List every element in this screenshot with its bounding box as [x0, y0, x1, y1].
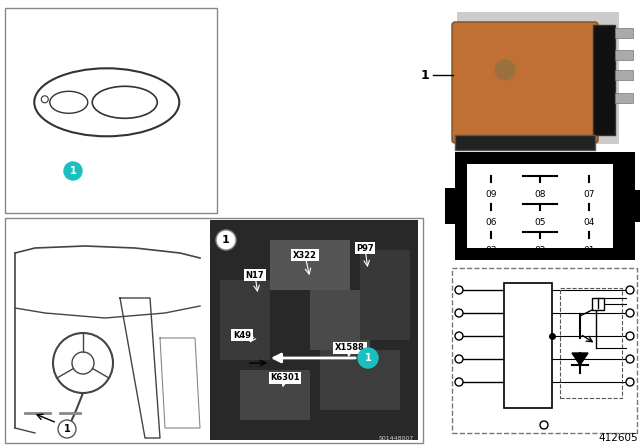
Bar — [310, 290, 370, 350]
Text: 08: 08 — [534, 190, 546, 199]
Ellipse shape — [50, 91, 88, 113]
Bar — [615, 70, 633, 80]
Bar — [593, 25, 615, 135]
FancyBboxPatch shape — [457, 12, 619, 144]
Circle shape — [58, 420, 76, 438]
Text: 04: 04 — [583, 218, 595, 227]
Circle shape — [455, 332, 463, 340]
Bar — [360, 250, 410, 340]
Text: S01448007: S01448007 — [379, 436, 414, 441]
Bar — [320, 350, 400, 410]
Bar — [452, 268, 637, 433]
Text: 1: 1 — [420, 69, 429, 82]
Bar — [270, 240, 350, 290]
Text: X322: X322 — [293, 250, 317, 259]
Circle shape — [72, 352, 94, 374]
Polygon shape — [572, 353, 588, 365]
Circle shape — [626, 286, 634, 294]
FancyBboxPatch shape — [452, 22, 598, 143]
Circle shape — [455, 309, 463, 317]
Text: 1: 1 — [63, 424, 70, 434]
Circle shape — [216, 230, 236, 250]
Ellipse shape — [35, 68, 179, 136]
Circle shape — [41, 96, 48, 103]
Circle shape — [455, 286, 463, 294]
Text: 09: 09 — [486, 190, 497, 199]
Ellipse shape — [92, 86, 157, 118]
Circle shape — [358, 348, 378, 368]
Circle shape — [495, 60, 515, 80]
Circle shape — [64, 162, 82, 180]
Bar — [5, 8, 217, 213]
Bar — [220, 280, 270, 360]
Bar — [240, 370, 310, 420]
Bar — [560, 288, 622, 398]
Text: 02: 02 — [534, 246, 546, 255]
Text: N17: N17 — [246, 271, 264, 280]
Text: P97: P97 — [356, 244, 374, 253]
Bar — [633, 190, 640, 222]
Circle shape — [540, 421, 548, 429]
Text: 07: 07 — [583, 190, 595, 199]
Bar — [467, 164, 613, 248]
Text: K49: K49 — [233, 331, 251, 340]
Circle shape — [53, 333, 113, 393]
Bar — [455, 152, 635, 260]
Text: K6301: K6301 — [270, 374, 300, 383]
Bar — [615, 28, 633, 38]
Text: 1: 1 — [70, 166, 76, 176]
Circle shape — [455, 378, 463, 386]
Circle shape — [626, 378, 634, 386]
Text: 1: 1 — [222, 235, 230, 245]
Text: 05: 05 — [534, 218, 546, 227]
Bar — [592, 298, 604, 310]
Text: 01: 01 — [583, 246, 595, 255]
Circle shape — [626, 309, 634, 317]
Circle shape — [455, 355, 463, 363]
Bar — [615, 50, 633, 60]
Bar — [210, 220, 418, 440]
Text: 412605: 412605 — [598, 433, 638, 443]
Bar — [504, 283, 552, 408]
Text: 06: 06 — [486, 218, 497, 227]
Bar — [5, 218, 423, 443]
Text: 03: 03 — [486, 246, 497, 255]
Circle shape — [626, 355, 634, 363]
Bar — [445, 188, 457, 224]
Bar — [455, 135, 595, 150]
Bar — [615, 93, 633, 103]
Text: 1: 1 — [365, 353, 371, 363]
Circle shape — [626, 332, 634, 340]
Text: X1588: X1588 — [335, 344, 365, 353]
